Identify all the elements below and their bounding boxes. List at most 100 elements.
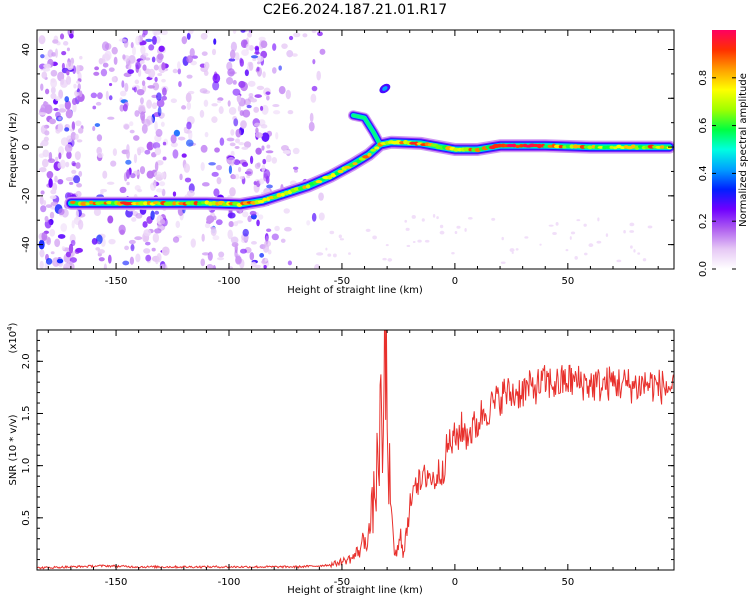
noise-speck <box>119 186 127 194</box>
noise-speck <box>454 230 458 235</box>
noise-speck <box>57 162 62 169</box>
noise-speck <box>183 126 188 133</box>
noise-speck <box>204 222 211 229</box>
noise-speck <box>64 127 70 132</box>
noise-speck <box>150 182 157 191</box>
noise-speck <box>50 69 58 77</box>
noise-speck <box>186 101 192 111</box>
noise-speck <box>145 38 153 42</box>
noise-speck <box>46 237 52 246</box>
noise-speck <box>260 40 268 49</box>
noise-speck <box>249 210 257 216</box>
noise-speck <box>200 258 206 267</box>
noise-speck <box>213 38 217 45</box>
noise-speck <box>261 132 270 142</box>
noise-speck <box>186 32 191 40</box>
noise-speck <box>136 88 145 96</box>
noise-speck <box>57 71 65 82</box>
noise-speck <box>50 189 57 195</box>
ridge-hotspot <box>515 144 521 149</box>
noise-speck <box>135 213 143 219</box>
noise-speck <box>135 61 141 70</box>
noise-speck <box>58 104 66 109</box>
heatmap-y-axis: -40 -20 0 20 40 <box>21 43 674 270</box>
noise-speck <box>118 224 126 235</box>
ridge-hotspot <box>536 143 543 149</box>
ridge-hotspot <box>334 171 340 176</box>
noise-speck <box>181 153 187 158</box>
noise-speck <box>185 92 192 103</box>
noise-speck <box>40 54 45 59</box>
noise-speck <box>235 128 242 138</box>
noise-speck <box>183 163 190 173</box>
noise-speck <box>57 178 64 185</box>
noise-speck <box>44 88 50 95</box>
snr-plot-area <box>37 330 674 570</box>
noise-speck <box>181 36 188 45</box>
noise-speck <box>141 32 146 38</box>
noise-speck <box>39 167 47 173</box>
noise-speck <box>73 175 81 184</box>
noise-speck <box>387 258 393 262</box>
noise-speck <box>272 43 277 51</box>
noise-speck <box>262 158 267 165</box>
noise-speck <box>133 153 138 164</box>
ridge-hotspot <box>591 144 596 149</box>
ridge-hotspot <box>348 163 354 168</box>
ridge-hotspot <box>272 195 279 199</box>
ridge-hotspot <box>302 185 307 189</box>
noise-speck <box>172 236 180 243</box>
noise-speck <box>186 55 193 64</box>
noise-speck <box>230 129 235 136</box>
noise-speck <box>43 63 52 69</box>
noise-speck <box>55 128 61 134</box>
noise-speck <box>242 211 249 218</box>
noise-speck <box>216 99 222 104</box>
noise-speck <box>111 46 118 55</box>
noise-speck <box>205 30 210 34</box>
noise-speck <box>317 31 323 37</box>
noise-speck <box>40 83 44 91</box>
noise-speck <box>372 235 377 240</box>
noise-speck <box>49 118 57 125</box>
noise-speck <box>98 57 104 65</box>
noise-speck <box>38 112 47 116</box>
noise-speck <box>119 90 127 97</box>
noise-speck <box>570 231 576 235</box>
noise-speck <box>41 231 48 242</box>
noise-speck <box>92 105 97 110</box>
noise-speck <box>162 87 167 96</box>
noise-speck <box>246 104 252 109</box>
noise-speck <box>588 243 594 247</box>
noise-speck <box>212 265 217 269</box>
noise-speck <box>456 225 461 229</box>
noise-speck <box>148 68 156 78</box>
noise-speck <box>232 30 237 34</box>
noise-speck <box>52 182 58 192</box>
noise-speck <box>71 121 76 131</box>
noise-speck <box>539 243 542 246</box>
noise-speck <box>229 49 236 60</box>
ridge-hotspot <box>110 201 115 206</box>
noise-speck <box>605 233 609 238</box>
noise-speck <box>261 145 265 151</box>
colorbar-gradient <box>712 30 736 269</box>
noise-speck <box>274 225 280 232</box>
noise-speck <box>218 251 225 258</box>
noise-speck <box>242 228 249 237</box>
noise-speck <box>436 216 439 220</box>
snr-panel: -150 -100 -50 0 50 0.5 1.0 1.5 2.0 Height of st… <box>6 322 675 596</box>
noise-speck <box>65 251 72 258</box>
noise-speck <box>129 121 134 127</box>
noise-speck <box>170 142 178 148</box>
noise-speck <box>255 132 263 139</box>
noise-speck <box>131 217 137 222</box>
noise-speck <box>404 219 408 223</box>
noise-speck <box>412 240 416 243</box>
noise-speck <box>50 78 58 88</box>
heatmap-panel: -150 -100 -50 0 50 -40 -20 0 20 40 Height of str… <box>8 29 675 296</box>
noise-speck <box>40 124 48 135</box>
noise-speck <box>637 252 641 255</box>
noise-speck <box>152 142 161 149</box>
